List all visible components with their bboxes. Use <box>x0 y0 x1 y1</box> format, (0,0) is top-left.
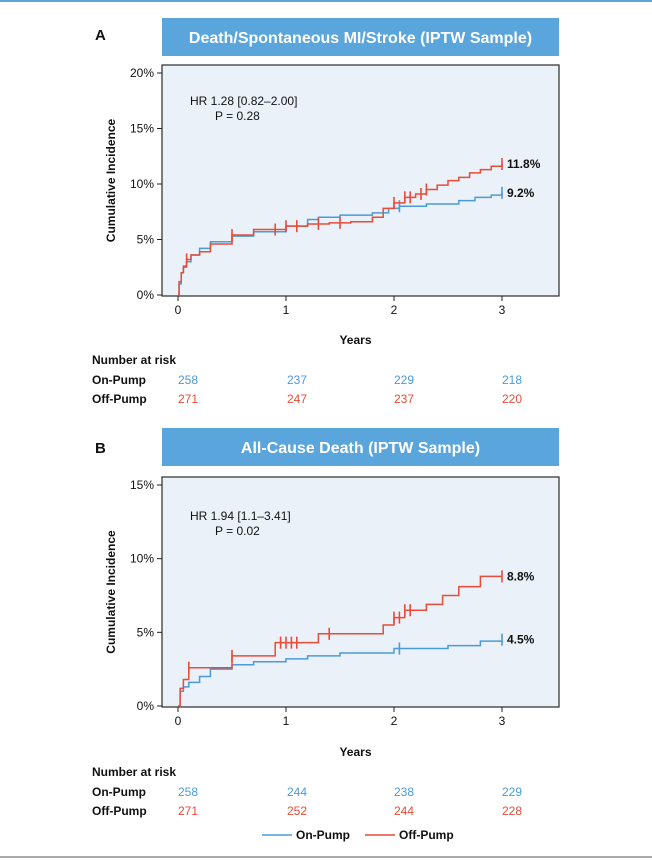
risk-row-label-on-pump: On-Pump <box>92 785 146 799</box>
off-pump-end-label: 8.8% <box>507 569 535 583</box>
x-tick-label: 3 <box>499 303 506 317</box>
risk-value-off-pump: 252 <box>287 804 307 818</box>
y-tick-label: 0% <box>137 699 155 713</box>
panel-b: B All-Cause Death (IPTW Sample) 0% 5% 10% 15%… <box>92 428 560 818</box>
risk-value-on-pump: 238 <box>394 785 414 799</box>
chart-title: Death/Spontaneous MI/Stroke (IPTW Sample… <box>189 30 532 47</box>
x-tick-label: 2 <box>391 303 398 317</box>
y-tick-label: 5% <box>137 233 155 247</box>
risk-value-on-pump: 237 <box>287 373 307 387</box>
x-tick-label: 0 <box>175 714 182 728</box>
plot-area <box>161 64 560 297</box>
y-tick-label: 20% <box>130 66 154 80</box>
hazard-ratio-text: HR 1.94 [1.1–3.41] <box>190 509 291 523</box>
y-tick-label: 15% <box>130 478 154 492</box>
risk-value-off-pump: 271 <box>178 392 198 406</box>
panel-letter: B <box>95 440 106 457</box>
risk-value-on-pump: 258 <box>178 373 198 387</box>
risk-value-off-pump: 220 <box>502 392 522 406</box>
x-tick-label: 1 <box>283 714 290 728</box>
x-tick-label: 1 <box>283 303 290 317</box>
panel-letter: A <box>95 27 106 44</box>
chart-title: All-Cause Death (IPTW Sample) <box>241 440 480 457</box>
legend: On-Pump Off-Pump <box>262 828 454 842</box>
x-axis-title: Years <box>339 745 371 759</box>
title-bar <box>162 18 559 56</box>
y-tick-label: 15% <box>130 122 154 136</box>
title-bar <box>162 428 559 466</box>
risk-value-off-pump: 228 <box>502 804 522 818</box>
y-axis-title: Cumulative Incidence <box>104 530 118 654</box>
on-pump-end-label: 9.2% <box>507 186 535 200</box>
off-pump-line <box>178 164 503 296</box>
risk-row-label-off-pump: Off-Pump <box>92 804 147 818</box>
p-value-text: P = 0.02 <box>215 524 260 538</box>
off-pump-line <box>178 575 502 707</box>
off-pump-end-label: 11.8% <box>507 157 541 171</box>
risk-value-off-pump: 271 <box>178 804 198 818</box>
risk-row-label-off-pump: Off-Pump <box>92 392 147 406</box>
risk-table-header: Number at risk <box>92 353 176 367</box>
y-tick-label: 10% <box>130 552 154 566</box>
x-tick-label: 2 <box>391 714 398 728</box>
risk-table-header: Number at risk <box>92 765 176 779</box>
risk-row-label-on-pump: On-Pump <box>92 373 146 387</box>
x-axis-title: Years <box>339 333 371 347</box>
on-pump-line <box>178 639 503 707</box>
legend-on-pump-label: On-Pump <box>296 828 350 842</box>
risk-value-on-pump: 229 <box>394 373 414 387</box>
x-tick-label: 0 <box>175 303 182 317</box>
y-tick-label: 10% <box>130 177 154 191</box>
y-tick-label: 5% <box>137 625 155 639</box>
p-value-text: P = 0.28 <box>215 109 260 123</box>
risk-value-off-pump: 237 <box>394 392 414 406</box>
y-axis-title: Cumulative Incidence <box>104 118 118 242</box>
risk-value-off-pump: 244 <box>394 804 414 818</box>
risk-value-off-pump: 247 <box>287 392 307 406</box>
on-pump-end-label: 4.5% <box>507 633 535 647</box>
risk-value-on-pump: 218 <box>502 373 522 387</box>
risk-value-on-pump: 244 <box>287 785 307 799</box>
x-tick-label: 3 <box>499 714 506 728</box>
risk-value-on-pump: 258 <box>178 785 198 799</box>
legend-off-pump-label: Off-Pump <box>399 828 454 842</box>
risk-value-on-pump: 229 <box>502 785 522 799</box>
hazard-ratio-text: HR 1.28 [0.82–2.00] <box>190 94 297 108</box>
panel-a: A Death/Spontaneous MI/Stroke (IPTW Sampl… <box>92 18 560 406</box>
y-tick-label: 0% <box>137 288 155 302</box>
